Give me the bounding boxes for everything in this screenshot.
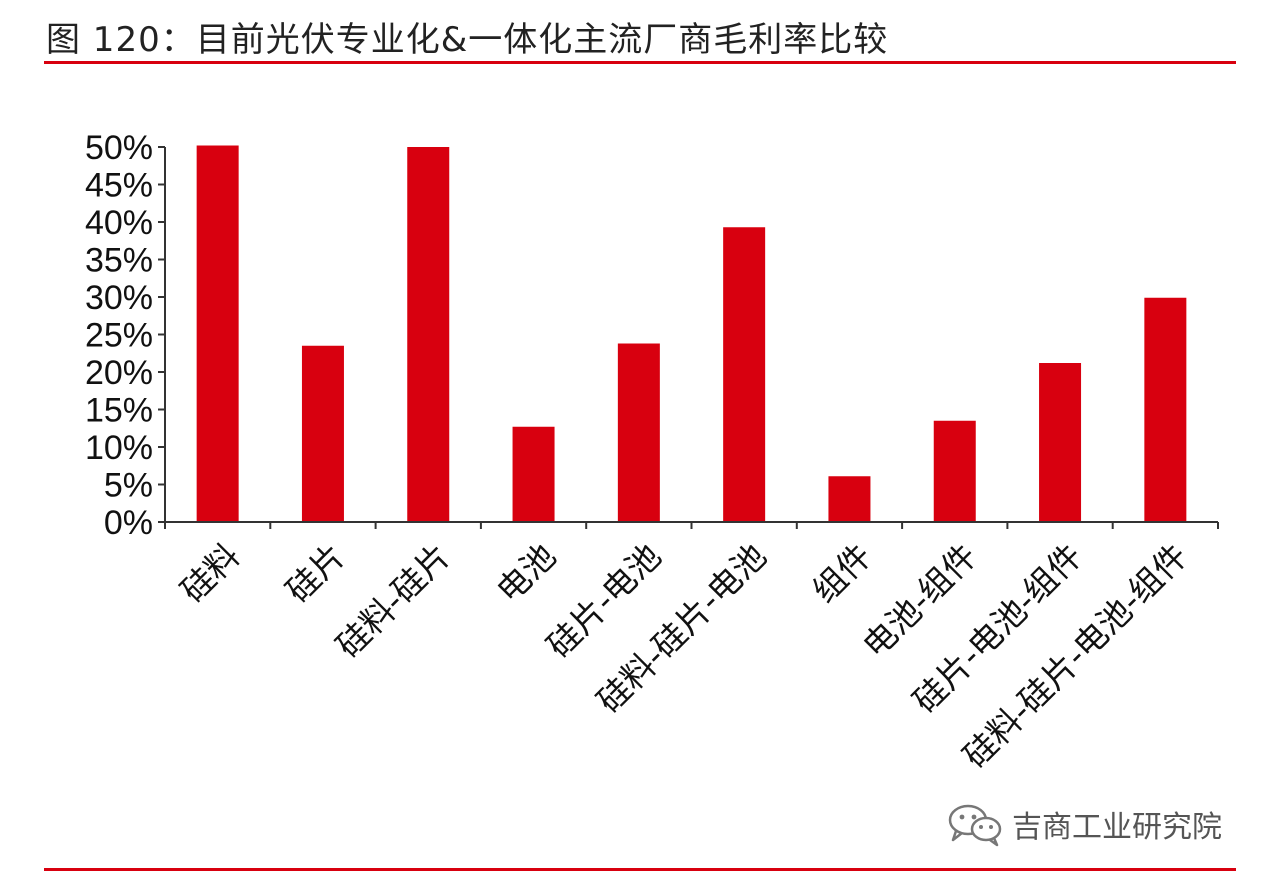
y-tick-label: 5% [104,467,153,505]
bar [301,345,344,522]
y-tick-label: 35% [85,242,153,280]
x-tick-label: 硅料-硅片 [329,536,458,665]
watermark-text: 吉商工业研究院 [1012,810,1222,845]
bar [512,426,555,522]
x-tick-label: 硅料 [173,536,247,610]
top-divider [44,61,1236,64]
y-tick-label: 15% [85,392,153,430]
x-tick-label: 电池 [489,536,563,610]
y-tick-label: 20% [85,354,153,392]
bar [1144,297,1187,522]
bar [1039,363,1082,522]
bar [617,343,660,522]
bar [828,476,871,522]
y-tick-label: 30% [85,279,153,317]
bar [723,227,766,522]
watermark: 吉商工业研究院 [946,800,1222,848]
x-tick-label: 硅片 [278,536,352,610]
x-tick-label: 组件 [805,536,879,610]
y-tick-label: 40% [85,204,153,242]
y-tick-label: 50% [85,129,153,167]
chart-title: 图 120：目前光伏专业化&一体化主流厂商毛利率比较 [46,20,889,60]
y-tick-label: 10% [85,429,153,467]
bar [407,147,450,522]
y-tick-label: 45% [85,167,153,205]
y-tick-label: 25% [85,317,153,355]
bottom-divider [44,868,1236,871]
bar [933,420,976,522]
bar [196,145,239,522]
wechat-icon [948,804,1002,847]
y-tick-label: 0% [104,504,153,542]
